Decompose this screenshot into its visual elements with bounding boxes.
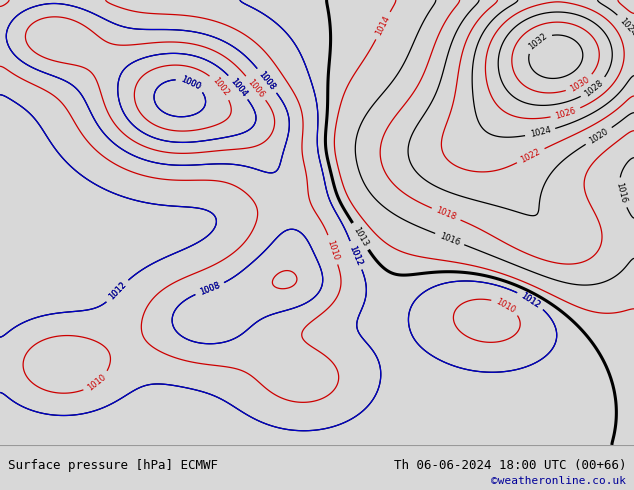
Text: 1000: 1000 [179, 74, 202, 91]
Text: 1013: 1013 [351, 225, 370, 248]
Text: 1012: 1012 [347, 244, 364, 267]
Text: ©weatheronline.co.uk: ©weatheronline.co.uk [491, 476, 626, 487]
Text: 1010: 1010 [325, 239, 340, 261]
Text: 1012: 1012 [107, 280, 128, 302]
Text: 1012: 1012 [107, 280, 128, 302]
Text: 1016: 1016 [614, 181, 628, 204]
Text: 1004: 1004 [228, 76, 249, 98]
Text: 1010: 1010 [86, 372, 108, 392]
Text: 1008: 1008 [257, 70, 277, 92]
Text: 1010: 1010 [495, 296, 517, 315]
Text: 1006: 1006 [245, 77, 266, 99]
Text: 1028: 1028 [583, 78, 605, 98]
Text: 1012: 1012 [519, 291, 542, 310]
Text: 1008: 1008 [257, 70, 277, 92]
Text: 1018: 1018 [435, 206, 458, 222]
Text: 1016: 1016 [438, 231, 461, 247]
Text: 1008: 1008 [198, 281, 221, 297]
Text: 1014: 1014 [374, 14, 392, 37]
Text: 1000: 1000 [179, 74, 202, 91]
Text: 1026: 1026 [554, 106, 577, 121]
Text: 1008: 1008 [198, 281, 221, 297]
Text: Th 06-06-2024 18:00 UTC (00+66): Th 06-06-2024 18:00 UTC (00+66) [394, 459, 626, 472]
Text: 1032: 1032 [527, 31, 549, 51]
Text: 1022: 1022 [519, 147, 542, 165]
Text: Surface pressure [hPa] ECMWF: Surface pressure [hPa] ECMWF [8, 459, 217, 472]
Text: 1024: 1024 [618, 16, 634, 38]
Text: 1012: 1012 [519, 291, 542, 310]
Text: 1002: 1002 [210, 76, 231, 98]
Text: 1024: 1024 [529, 126, 552, 139]
Text: 1030: 1030 [569, 75, 592, 94]
Text: 1020: 1020 [588, 126, 610, 146]
Text: 1012: 1012 [347, 244, 364, 267]
Text: 1004: 1004 [228, 76, 249, 98]
